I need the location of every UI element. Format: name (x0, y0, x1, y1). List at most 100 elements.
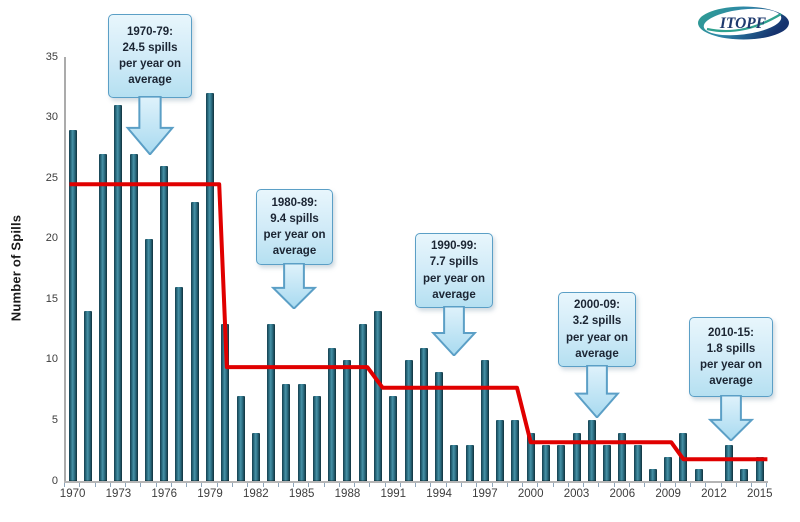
x-tick-mark (628, 483, 630, 487)
x-tick-label-1979: 1979 (197, 488, 223, 500)
bar-1971 (83, 311, 92, 481)
bar-1986 (312, 396, 321, 481)
y-tick-label-20: 20 (45, 232, 58, 245)
x-tick-label-1982: 1982 (243, 488, 269, 500)
x-tick-mark (186, 483, 188, 487)
x-tick-label-2003: 2003 (563, 488, 590, 500)
x-tick-mark (583, 483, 585, 487)
callout-1980-89-text: 1980-89: 9.4 spills per year on average (263, 196, 326, 258)
x-tick-label-1997: 1997 (472, 488, 498, 500)
x-axis-line (64, 481, 768, 483)
bar-1996 (465, 444, 474, 481)
bar-2002 (557, 444, 566, 481)
bar-1989 (358, 323, 367, 481)
x-tick-label-1976: 1976 (151, 488, 178, 500)
bar-2000 (526, 432, 535, 481)
x-tick-mark (552, 483, 554, 487)
bar-2015 (755, 456, 764, 481)
bar-1984 (282, 384, 291, 481)
x-tick-mark (705, 483, 707, 487)
down-arrow-icon (428, 306, 480, 356)
x-tick-mark (399, 483, 401, 487)
bar-2008 (648, 468, 657, 481)
bar-2006 (618, 432, 627, 481)
x-tick-label-1973: 1973 (105, 488, 132, 500)
callout-2000-09-text: 2000-09: 3.2 spills per year on average (566, 299, 628, 360)
x-tick-mark (766, 483, 768, 487)
bar-1981 (236, 396, 245, 481)
y-axis-title: Number of Spills (8, 214, 24, 322)
x-tick-mark (201, 483, 203, 487)
x-tick-mark (94, 483, 96, 487)
bar-2009 (664, 456, 673, 481)
callout-1990-99-text: 1990-99: 7.7 spills per year on average (423, 240, 485, 301)
y-tick-label-35: 35 (45, 50, 58, 63)
x-tick-mark (415, 483, 417, 487)
x-tick-mark (690, 483, 692, 487)
x-tick-mark (461, 483, 463, 487)
y-tick-label-5: 5 (51, 413, 58, 426)
bar-1970 (68, 129, 77, 481)
bar-1974 (129, 153, 138, 481)
x-tick-mark (735, 483, 737, 487)
x-tick-mark (644, 483, 646, 487)
x-tick-mark (64, 483, 65, 487)
bar-1976 (160, 166, 169, 481)
x-tick-mark (369, 483, 371, 487)
x-tick-mark (537, 483, 539, 487)
y-tick-label-0: 0 (51, 474, 58, 487)
x-tick-mark (338, 483, 340, 487)
x-tick-mark (674, 483, 676, 487)
bar-2001 (541, 444, 550, 481)
x-tick-mark (247, 483, 249, 487)
x-tick-mark (109, 483, 111, 487)
bar-2005 (603, 444, 612, 481)
x-tick-mark (354, 483, 356, 487)
callout-1970-79-text: 1970-79: 24.5 spills per year on average (119, 25, 181, 87)
x-tick-mark (231, 483, 233, 487)
bar-1998 (496, 420, 505, 481)
bar-1995 (450, 444, 459, 481)
bar-1977 (175, 287, 184, 481)
x-tick-mark (293, 483, 295, 487)
y-tick-label-30: 30 (45, 111, 58, 124)
x-tick-mark (598, 483, 600, 487)
x-tick-mark (384, 483, 386, 487)
x-tick-mark (659, 483, 661, 487)
x-tick-mark (720, 483, 722, 487)
x-tick-mark (567, 483, 569, 487)
bar-1972 (99, 153, 108, 481)
x-tick-mark (506, 483, 508, 487)
bar-1980 (221, 323, 230, 481)
x-tick-mark (140, 483, 142, 487)
down-arrow-icon (122, 96, 178, 155)
bar-1992 (404, 359, 413, 481)
x-tick-label-2012: 2012 (701, 488, 727, 500)
x-tick-mark (277, 483, 279, 487)
y-tick-label-15: 15 (45, 292, 58, 305)
bar-1985 (297, 384, 306, 481)
x-tick-label-1988: 1988 (334, 488, 361, 500)
down-arrow-icon (268, 263, 320, 309)
bar-2014 (740, 468, 749, 481)
down-arrow-icon (571, 365, 623, 418)
itopf-logo: ITOPF (698, 6, 789, 40)
bar-2004 (587, 420, 596, 481)
bar-1987 (328, 347, 337, 481)
bar-1978 (190, 202, 199, 481)
x-tick-mark (751, 483, 753, 487)
x-tick-mark (216, 483, 218, 487)
bar-1994 (435, 371, 444, 481)
x-tick-mark (308, 483, 310, 487)
x-tick-mark (491, 483, 493, 487)
x-tick-mark (522, 483, 524, 487)
bar-2013 (725, 444, 734, 481)
x-tick-mark (430, 483, 432, 487)
bar-2007 (633, 444, 642, 481)
bar-1997 (480, 359, 489, 481)
x-tick-label-2000: 2000 (517, 488, 544, 500)
bar-1991 (389, 396, 398, 481)
bar-1990 (374, 311, 382, 481)
y-tick-label-10: 10 (45, 353, 58, 366)
